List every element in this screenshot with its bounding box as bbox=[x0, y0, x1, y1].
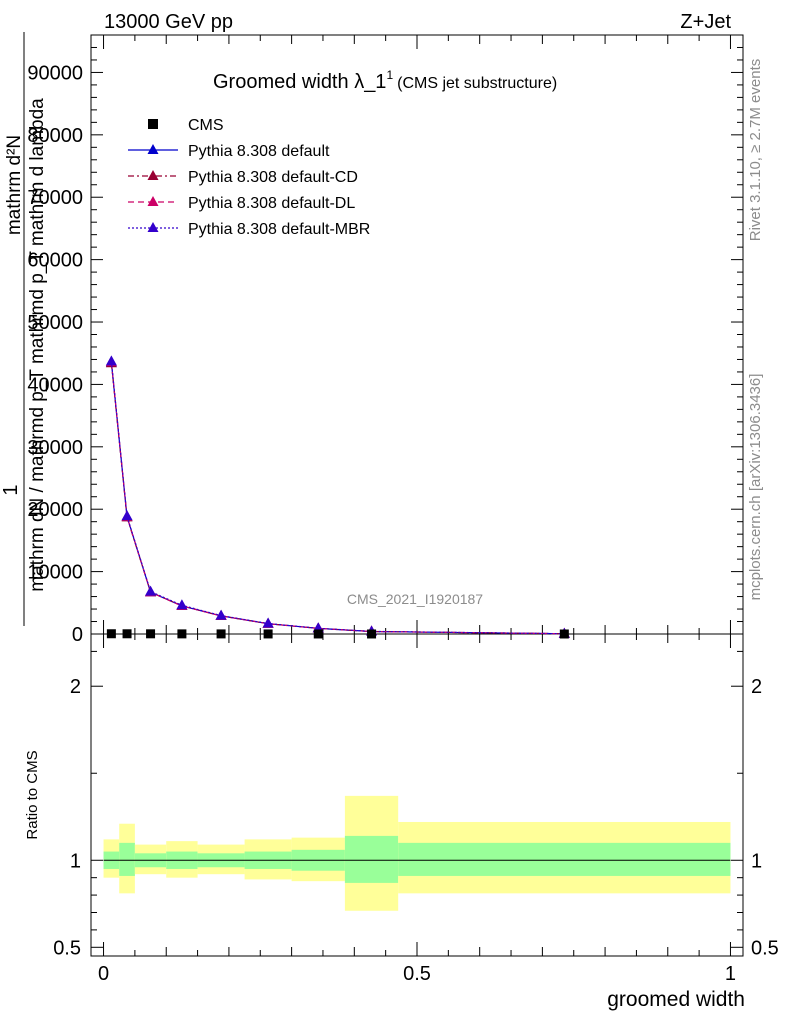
ratio-ytick-label: 1 bbox=[70, 850, 81, 872]
legend-marker-cms bbox=[148, 119, 158, 129]
cms-marker bbox=[263, 629, 273, 639]
series-line bbox=[110, 361, 565, 635]
main-ytick-label: 90000 bbox=[27, 62, 83, 84]
cms-marker bbox=[177, 629, 187, 639]
main-ytick-label: 50000 bbox=[27, 312, 83, 334]
xtick-label: 1 bbox=[725, 963, 736, 985]
main-ytick-label: 70000 bbox=[27, 187, 83, 209]
main-axis-ticks: 0 10000 20000 30000 40000 50000 60000 70000 8000… bbox=[27, 46, 743, 646]
cms-marker bbox=[367, 629, 377, 639]
ylabel-one: 1 bbox=[0, 484, 22, 495]
cms-marker bbox=[313, 629, 323, 639]
ratio-frame bbox=[90, 633, 744, 957]
cms-marker bbox=[559, 629, 569, 639]
ratio-ytick-label: 0.5 bbox=[53, 937, 81, 959]
series-line bbox=[110, 363, 565, 635]
ratio-axis-ticks: 0.5 0.5 1 1 2 2 bbox=[53, 650, 779, 959]
legend-label: Pythia 8.308 default bbox=[188, 143, 330, 160]
series-marker bbox=[145, 585, 157, 596]
series-marker bbox=[176, 599, 188, 610]
rivet-label: Rivet 3.1.10, ≥ 2.7M events bbox=[747, 59, 764, 242]
xtick-label: 0.5 bbox=[403, 963, 431, 985]
ratio-ytick-label: 2 bbox=[70, 676, 81, 698]
ratio-bands bbox=[103, 795, 731, 911]
cms-points bbox=[106, 629, 569, 639]
ylabel-denominator: mathrm dN / mathrmd p_T mathrmd p_T math… bbox=[27, 98, 48, 592]
cms-marker bbox=[122, 629, 132, 639]
xtick-label: 0 bbox=[98, 963, 109, 985]
mcplots-label: mcplots.cern.ch [arXiv:1306.3436] bbox=[747, 374, 764, 601]
ratio-y-axis-label: Ratio to CMS bbox=[24, 750, 41, 839]
ratio-ytick-label-right: 2 bbox=[751, 676, 762, 698]
ratio-band-inner bbox=[344, 835, 399, 883]
cms-marker bbox=[216, 629, 226, 639]
main-y-axis-label: 1 mathrm d²N mathrm dN / mathrmd p_T mat… bbox=[0, 32, 48, 626]
ratio-band-inner bbox=[119, 842, 135, 876]
ratio-ytick-label-right: 1 bbox=[751, 850, 762, 872]
x-axis-label: groomed width bbox=[607, 988, 745, 1011]
energy-label: 13000 GeV pp bbox=[104, 11, 233, 33]
series-marker bbox=[121, 510, 133, 521]
x-axis-ticks: 0 0.5 1 bbox=[98, 35, 736, 985]
legend-label: Pythia 8.308 default-CD bbox=[188, 169, 358, 186]
legend-label: CMS bbox=[188, 117, 224, 134]
process-label: Z+Jet bbox=[680, 11, 731, 33]
legend-label: Pythia 8.308 default-MBR bbox=[188, 221, 370, 238]
main-ytick-label: 40000 bbox=[27, 374, 83, 396]
main-ytick-label: 60000 bbox=[27, 250, 83, 272]
plot-title: Groomed width λ_11 (CMS jet substructure) bbox=[213, 68, 557, 93]
main-ytick-label: 20000 bbox=[27, 499, 83, 521]
main-ytick-label: 30000 bbox=[27, 437, 83, 459]
watermark-label: CMS_2021_I1920187 bbox=[347, 591, 483, 607]
main-ytick-label: 10000 bbox=[27, 562, 83, 584]
series-line bbox=[110, 361, 565, 635]
cms-marker bbox=[106, 629, 116, 639]
ratio-ytick-label-right: 0.5 bbox=[751, 937, 779, 959]
series-marker bbox=[105, 355, 117, 366]
legend-marker bbox=[147, 222, 159, 232]
series-marker bbox=[262, 617, 274, 628]
legend-marker bbox=[147, 144, 159, 154]
cms-marker bbox=[146, 629, 156, 639]
ratio-band-inner bbox=[398, 842, 731, 876]
legend-marker bbox=[147, 196, 159, 206]
ylabel-numerator: mathrm d²N bbox=[4, 135, 25, 235]
legend-marker bbox=[147, 170, 159, 180]
series-line bbox=[110, 362, 565, 635]
legend-label: Pythia 8.308 default-DL bbox=[188, 195, 355, 212]
legend: CMS Pythia 8.308 default Pythia 8.308 defa… bbox=[128, 117, 370, 238]
series-lines bbox=[105, 355, 570, 638]
main-ytick-label: 80000 bbox=[27, 125, 83, 147]
main-ytick-label: 0 bbox=[72, 624, 83, 646]
series-marker bbox=[215, 609, 227, 620]
